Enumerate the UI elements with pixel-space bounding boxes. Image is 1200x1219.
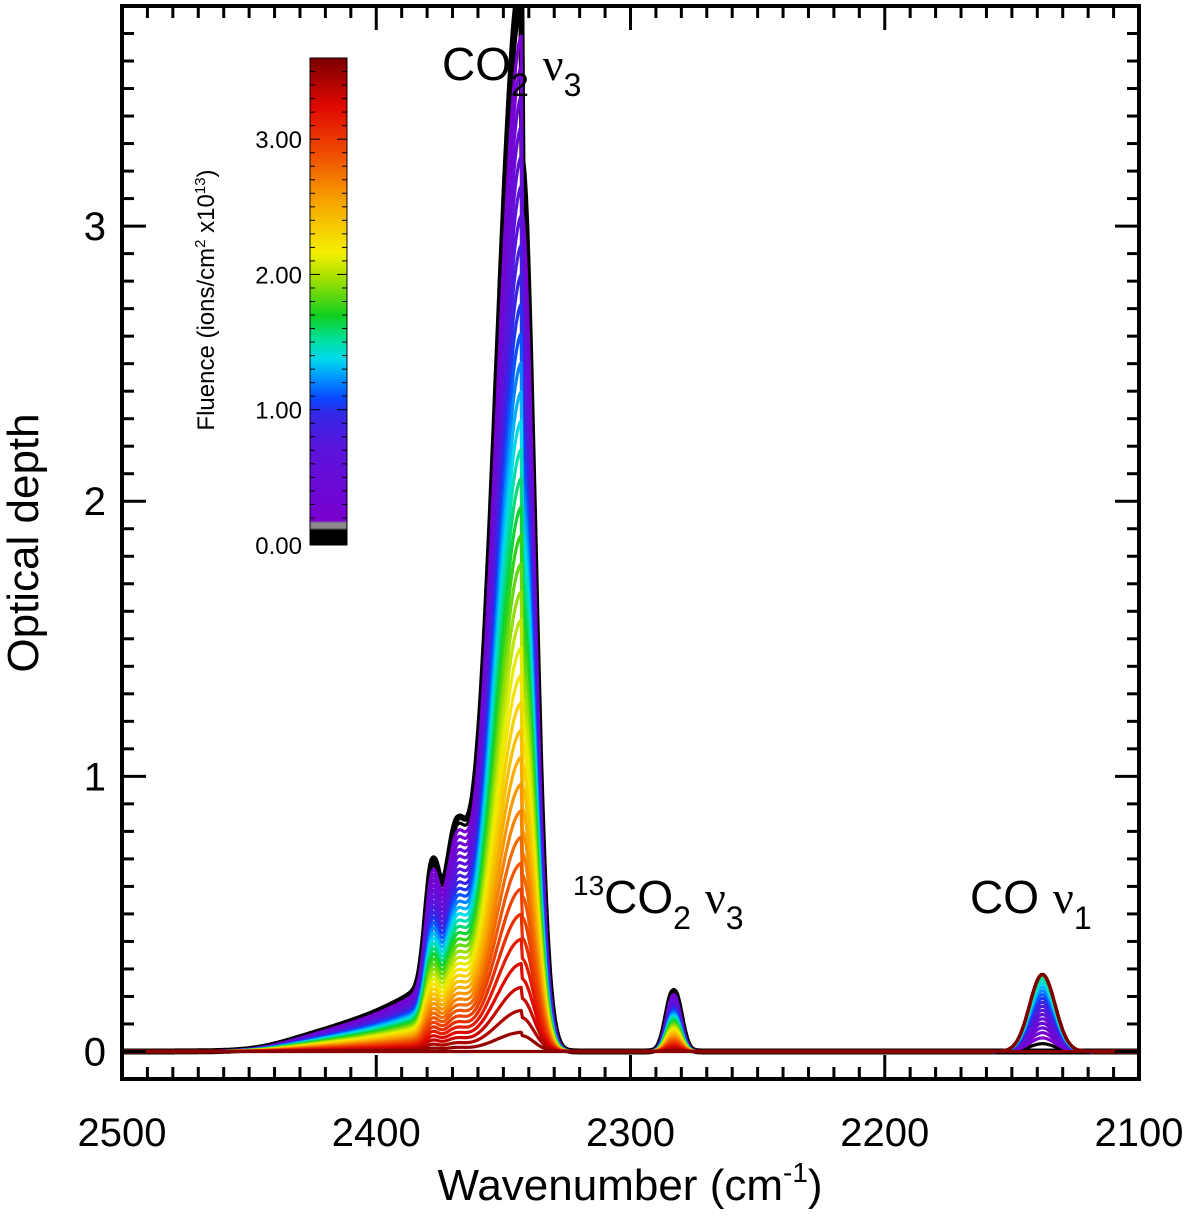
colorbar-title: Fluence (ions/cm2 x1013)	[192, 169, 220, 430]
colorbar-tick-label: 1.00	[255, 398, 302, 425]
spectrum-line-10	[122, 273, 1139, 1054]
spectrum-line-23	[122, 646, 1139, 1054]
axis-ticks	[120, 4, 1141, 1081]
y-tick-label: 1	[84, 755, 106, 799]
spectrum-line-9	[122, 243, 1139, 1054]
annotation-co2-v3: CO2 ν3	[442, 38, 581, 103]
spectra-series-group	[122, 6, 1139, 1055]
spectrum-line-18	[122, 505, 1139, 1054]
x-tick-label: 2500	[78, 1111, 167, 1155]
spectrum-line-20	[122, 562, 1139, 1054]
y-tick-labels: 0 1 2 3	[84, 205, 106, 1074]
spectrum-line-21	[122, 590, 1139, 1054]
x-tick-label: 2200	[840, 1111, 929, 1155]
colorbar-tick-label: 0.00	[255, 533, 302, 560]
annotation-co-v1: CO ν1	[970, 871, 1092, 936]
colorbar: 0.00 1.00 2.00 3.00 Fluence (ions/cm2 x1013…	[192, 57, 348, 560]
colorbar-tick-label: 2.00	[255, 262, 302, 289]
spectrum-line-34	[122, 937, 1139, 1054]
colorbar-ticks: 0.00 1.00 2.00 3.00	[255, 57, 347, 560]
x-tick-label: 2100	[1095, 1111, 1184, 1155]
x-tick-labels: 2500 2400 2300 2200 2100	[78, 1111, 1184, 1155]
spectrum-line-19	[122, 533, 1139, 1054]
colorbar-gradient	[309, 57, 348, 546]
y-tick-label: 2	[84, 480, 106, 524]
spectrum-line-12	[122, 331, 1139, 1054]
spectrum-line-37	[122, 972, 1139, 1054]
spectrum-line-30	[122, 835, 1139, 1054]
x-axis-title: Wavenumber (cm-1)	[437, 1157, 822, 1210]
y-tick-label: 0	[84, 1030, 106, 1074]
spectrum-line-38	[122, 972, 1139, 1054]
spectrum-line-29	[122, 809, 1139, 1054]
x-tick-label: 2400	[332, 1111, 421, 1155]
y-axis-title: Optical depth	[0, 413, 48, 672]
spectrum-line-36	[122, 972, 1139, 1054]
spectrum-line-24	[122, 673, 1139, 1054]
spectrum-line-13	[122, 361, 1139, 1054]
spectrum-line-14	[122, 390, 1139, 1054]
x-tick-label: 2300	[586, 1111, 675, 1155]
spectrum-line-22	[122, 618, 1139, 1054]
y-tick-label: 3	[84, 205, 106, 249]
spectrum-line-35	[122, 962, 1139, 1054]
spectrum-line-17	[122, 476, 1139, 1054]
spectrum-line-15	[122, 419, 1139, 1054]
spectrum-line-8	[122, 214, 1139, 1054]
colorbar-tick-label: 3.00	[255, 127, 302, 154]
spectrum-line-33	[122, 912, 1139, 1054]
annotation-13co2-v3: 13CO2 ν3	[573, 870, 744, 936]
spectrum-line-39	[122, 972, 1139, 1054]
